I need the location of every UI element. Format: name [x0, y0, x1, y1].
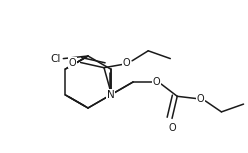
Text: N: N	[107, 90, 114, 100]
Text: O: O	[168, 123, 176, 133]
Text: O: O	[152, 77, 160, 87]
Text: O: O	[69, 58, 77, 67]
Text: O: O	[196, 94, 204, 104]
Text: O: O	[122, 58, 130, 68]
Text: Cl: Cl	[50, 54, 60, 64]
